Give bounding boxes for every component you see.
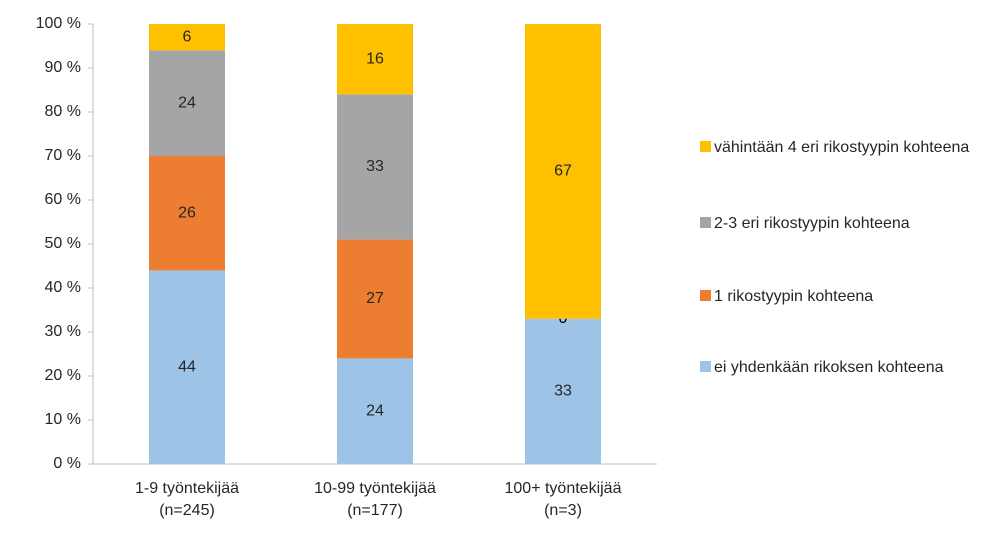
y-tick-label: 30 % — [45, 323, 81, 340]
bar-segment — [337, 239, 413, 359]
legend-swatch — [700, 290, 711, 301]
legend-label: ei yhdenkään rikoksen kohteena — [714, 359, 944, 376]
data-label: 44 — [178, 358, 196, 375]
bar-segment — [149, 156, 225, 271]
y-tick-label: 80 % — [45, 103, 81, 120]
y-tick-label: 100 % — [36, 15, 81, 32]
y-tick-label: 70 % — [45, 147, 81, 164]
bar-segment — [525, 318, 601, 464]
legend-swatch — [700, 141, 711, 152]
data-label: 33 — [554, 383, 572, 400]
y-tick-label: 40 % — [45, 279, 81, 296]
bar-segment — [337, 94, 413, 240]
y-tick-label: 50 % — [45, 235, 81, 252]
legend-label: vähintään 4 eri rikostyypin kohteena — [714, 139, 970, 156]
data-label: 24 — [366, 402, 384, 419]
bar-segment — [149, 50, 225, 156]
data-label: 24 — [178, 94, 196, 111]
data-label: 16 — [366, 50, 384, 67]
data-label: 6 — [183, 28, 192, 45]
data-label: 67 — [554, 163, 572, 180]
bar-segment — [149, 270, 225, 464]
bar-segment — [525, 24, 601, 319]
bar-segment — [337, 24, 413, 95]
legend-swatch — [700, 217, 711, 228]
bar-segment — [149, 24, 225, 51]
y-tick-label: 20 % — [45, 367, 81, 384]
legend-item: 1 rikostyypin kohteena — [700, 285, 980, 309]
legend-swatch — [700, 361, 711, 372]
legend-item: vähintään 4 eri rikostyypin kohteena — [700, 136, 980, 160]
x-tick-label: 1-9 työntekijää (n=245) — [134, 480, 240, 519]
legend-item: ei yhdenkään rikoksen kohteena — [700, 356, 980, 380]
x-tick-label: 100+ työntekijää (n=3) — [504, 480, 622, 519]
data-label: 33 — [366, 158, 384, 175]
data-label: 26 — [178, 204, 196, 221]
data-label: 27 — [366, 290, 384, 307]
legend-label: 2-3 eri rikostyypin kohteena — [714, 215, 910, 232]
legend-item: 2-3 eri rikostyypin kohteena — [700, 212, 980, 236]
y-tick-label: 90 % — [45, 59, 81, 76]
x-tick-label: 10-99 työntekijää (n=177) — [314, 480, 436, 519]
y-tick-label: 10 % — [45, 411, 81, 428]
bar-segment — [337, 358, 413, 464]
legend-label: 1 rikostyypin kohteena — [714, 288, 874, 305]
y-tick-label: 60 % — [45, 191, 81, 208]
y-tick-label: 0 % — [53, 455, 81, 472]
